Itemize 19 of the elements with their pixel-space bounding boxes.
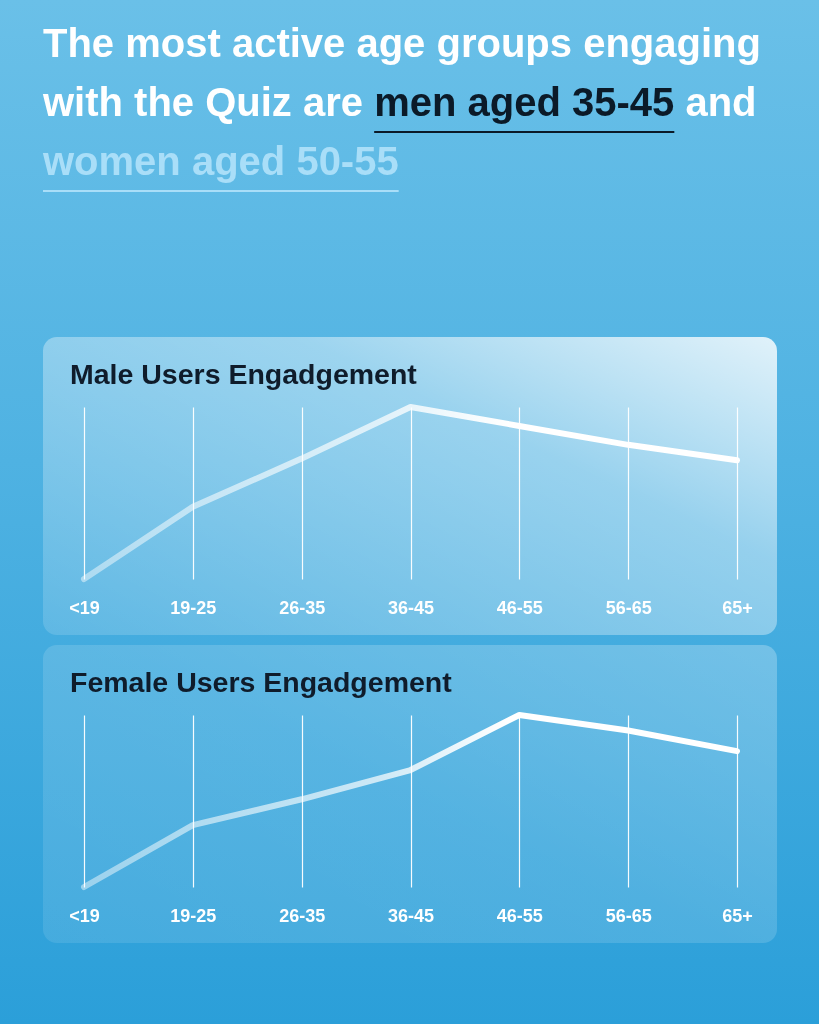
x-tick-label: <19	[69, 597, 100, 618]
x-tick-label: 26-35	[279, 905, 326, 926]
text: The most active age groups engaging	[43, 20, 761, 66]
x-tick-label: 26-35	[279, 597, 326, 618]
chart-title: Male Users Engadgement	[70, 357, 418, 390]
x-tick-label: 56-65	[605, 597, 652, 618]
x-tick-label: 56-65	[605, 905, 652, 926]
x-tick-label: 19-25	[170, 905, 217, 926]
text: with the Quiz are	[43, 79, 364, 125]
x-tick-label: 46-55	[496, 597, 543, 618]
x-tick-label: 19-25	[170, 597, 217, 618]
x-tick-label: 36-45	[387, 905, 435, 926]
text: and	[685, 79, 757, 125]
x-tick-label: 46-55	[496, 905, 543, 926]
x-tick-label: 65+	[722, 905, 753, 926]
chart-title: Female Users Engadgement	[70, 665, 453, 698]
x-tick-label: 36-45	[387, 597, 435, 618]
x-tick-label: 65+	[722, 597, 753, 618]
x-tick-label: <19	[69, 905, 100, 926]
